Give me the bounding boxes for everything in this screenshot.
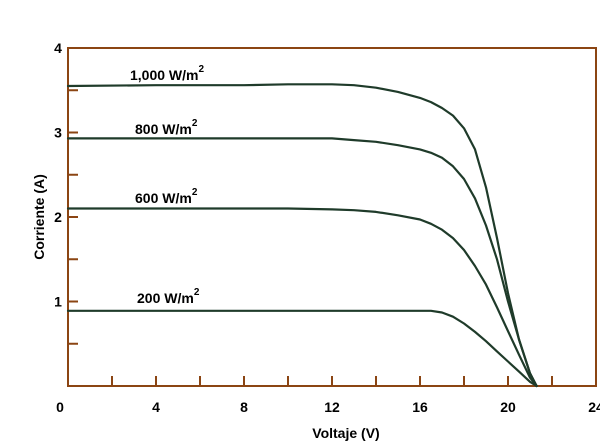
series-line-1 [66, 137, 538, 388]
x-tick-label: 20 [500, 399, 516, 415]
series-line-2 [66, 207, 538, 388]
series-label-1: 800 W/m2 [135, 118, 198, 137]
y-axis-title: Corriente (A) [31, 174, 47, 260]
series-line-3 [66, 309, 538, 388]
x-tick-label: 12 [324, 399, 340, 415]
x-tick-label: 0 [56, 399, 64, 415]
x-tick-label: 24 [588, 399, 600, 415]
x-tick-label: 8 [240, 399, 248, 415]
x-tick-label: 4 [152, 399, 160, 415]
series-line-0 [66, 83, 538, 388]
series-label-0: 1,000 W/m2 [130, 64, 204, 83]
series-label-3: 200 W/m2 [137, 287, 200, 306]
y-tick-label: 1 [54, 294, 62, 310]
x-axis-title: Voltaje (V) [312, 425, 379, 441]
y-tick-label: 4 [54, 40, 62, 56]
y-tick-label: 2 [54, 209, 62, 225]
y-tick-label: 3 [54, 125, 62, 141]
series-label-2: 600 W/m2 [135, 187, 198, 206]
x-tick-label: 16 [412, 399, 428, 415]
